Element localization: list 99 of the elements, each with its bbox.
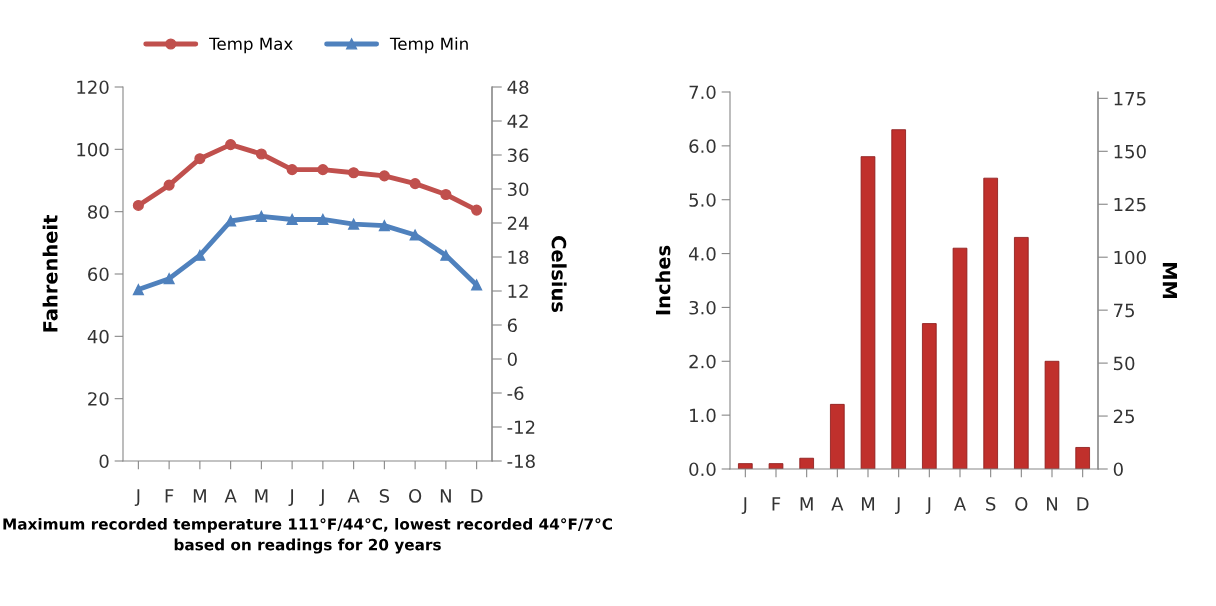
x-tick-label: M — [861, 497, 875, 511]
y-axis-title: Fahrenheit — [42, 215, 58, 332]
point — [286, 164, 298, 176]
x-tick-label: F — [772, 497, 781, 511]
point — [255, 210, 267, 222]
point — [132, 284, 144, 296]
point — [317, 164, 329, 176]
text: Maximum recorded temperature 111°F/44°C, lowest recorded 44°F/7°C based on readings for 20 years — [3, 518, 612, 554]
y-tick-label: 1.0 — [690, 408, 716, 423]
y-tick-label: 100 — [77, 142, 109, 157]
x-tick-label: A — [347, 489, 360, 503]
x-tick-label: A — [831, 497, 844, 511]
x-tick-label: F — [165, 489, 174, 503]
x-tick-label: J — [925, 497, 931, 515]
y2-tick-label: 75 — [1114, 303, 1134, 318]
x-tick-label: J — [319, 489, 324, 507]
bar — [922, 323, 937, 469]
bar — [1014, 236, 1029, 469]
y2-tick-label: 18 — [508, 250, 529, 265]
y2-tick-label: 6 — [507, 318, 517, 333]
y2-tick-label: 0 — [507, 352, 517, 367]
x-tick-label: N — [440, 489, 451, 503]
x-tick-label: J — [288, 489, 294, 507]
bar — [768, 463, 784, 469]
x-tick-label: J — [895, 497, 900, 515]
y-tick-label: 120 — [77, 80, 109, 95]
y-tick-label: 5.0 — [689, 193, 716, 207]
point — [225, 139, 237, 151]
x-tick-label: J — [134, 489, 140, 507]
x-tick-label: O — [1015, 497, 1028, 511]
y2-tick-label: 48 — [507, 80, 529, 95]
y-tick-label: 0 — [99, 454, 109, 469]
y-tick-label: 4.0 — [688, 247, 716, 261]
point — [317, 213, 329, 226]
y-tick-label: 6.0 — [689, 139, 716, 153]
bar — [830, 403, 845, 469]
x-tick-label: J — [741, 497, 747, 515]
y2-axis-title: MM — [1162, 262, 1177, 299]
y2-tick-label: 30 — [507, 182, 529, 197]
legend-label: Temp Min — [389, 37, 468, 54]
x-tick-label: D — [1077, 497, 1089, 511]
point — [163, 273, 175, 285]
y2-tick-label: 25 — [1113, 409, 1134, 424]
x-tick-label: M — [800, 497, 813, 511]
point — [409, 178, 421, 190]
y2-tick-label: 24 — [507, 216, 529, 230]
y-tick-label: 40 — [87, 329, 109, 344]
x-tick-label: N — [1047, 497, 1057, 511]
y2-tick-label: 12 — [508, 284, 528, 298]
legend-label: Temp Max — [209, 37, 293, 54]
point — [255, 148, 267, 160]
point — [378, 220, 390, 232]
y-tick-label: 7.0 — [689, 85, 716, 100]
y2-tick-label: 175 — [1114, 92, 1146, 106]
bar — [952, 247, 968, 469]
bar — [860, 156, 876, 469]
x-tick-label: M — [193, 489, 206, 503]
y2-tick-label: 50 — [1113, 356, 1135, 371]
y2-tick-label: 0 — [1113, 462, 1123, 477]
point — [378, 170, 390, 182]
x-tick-label: O — [409, 489, 422, 503]
point — [132, 199, 144, 211]
x-tick-label: A — [953, 497, 967, 511]
bar — [1075, 447, 1090, 469]
y2-tick-label: -18 — [507, 454, 535, 469]
y2-tick-label: 150 — [1114, 144, 1146, 159]
x-tick-label: A — [224, 489, 237, 503]
x-tick-label: S — [986, 497, 996, 511]
point — [225, 215, 237, 227]
bar — [1044, 360, 1060, 469]
y-axis-title: Inches — [655, 245, 671, 315]
bar — [799, 457, 814, 469]
y2-tick-label: 100 — [1114, 250, 1146, 265]
point — [471, 204, 483, 216]
y2-tick-label: 42 — [507, 114, 528, 128]
y2-tick-label: 125 — [1114, 197, 1146, 212]
y-tick-label: 80 — [88, 205, 109, 219]
y2-tick-label: -6 — [507, 386, 524, 401]
point — [471, 279, 483, 291]
y2-axis-title: Celsius — [551, 236, 567, 312]
x-tick-label: M — [255, 489, 268, 503]
y-tick-label: 60 — [88, 267, 109, 282]
bar — [891, 129, 906, 469]
y-tick-label: 2.0 — [689, 354, 716, 369]
point — [194, 153, 206, 165]
bar — [983, 177, 998, 469]
point — [348, 218, 360, 230]
y2-tick-label: -12 — [507, 420, 535, 434]
point — [440, 188, 452, 201]
x-tick-label: D — [471, 489, 483, 503]
point — [348, 167, 360, 179]
point — [286, 213, 298, 226]
y-tick-label: 20 — [88, 392, 109, 406]
point — [409, 229, 421, 241]
y-tick-label: 0.0 — [689, 462, 716, 477]
point — [163, 179, 175, 191]
y2-tick-label: 36 — [507, 148, 529, 163]
y-tick-label: 3.0 — [689, 300, 716, 315]
x-tick-label: S — [379, 489, 390, 503]
